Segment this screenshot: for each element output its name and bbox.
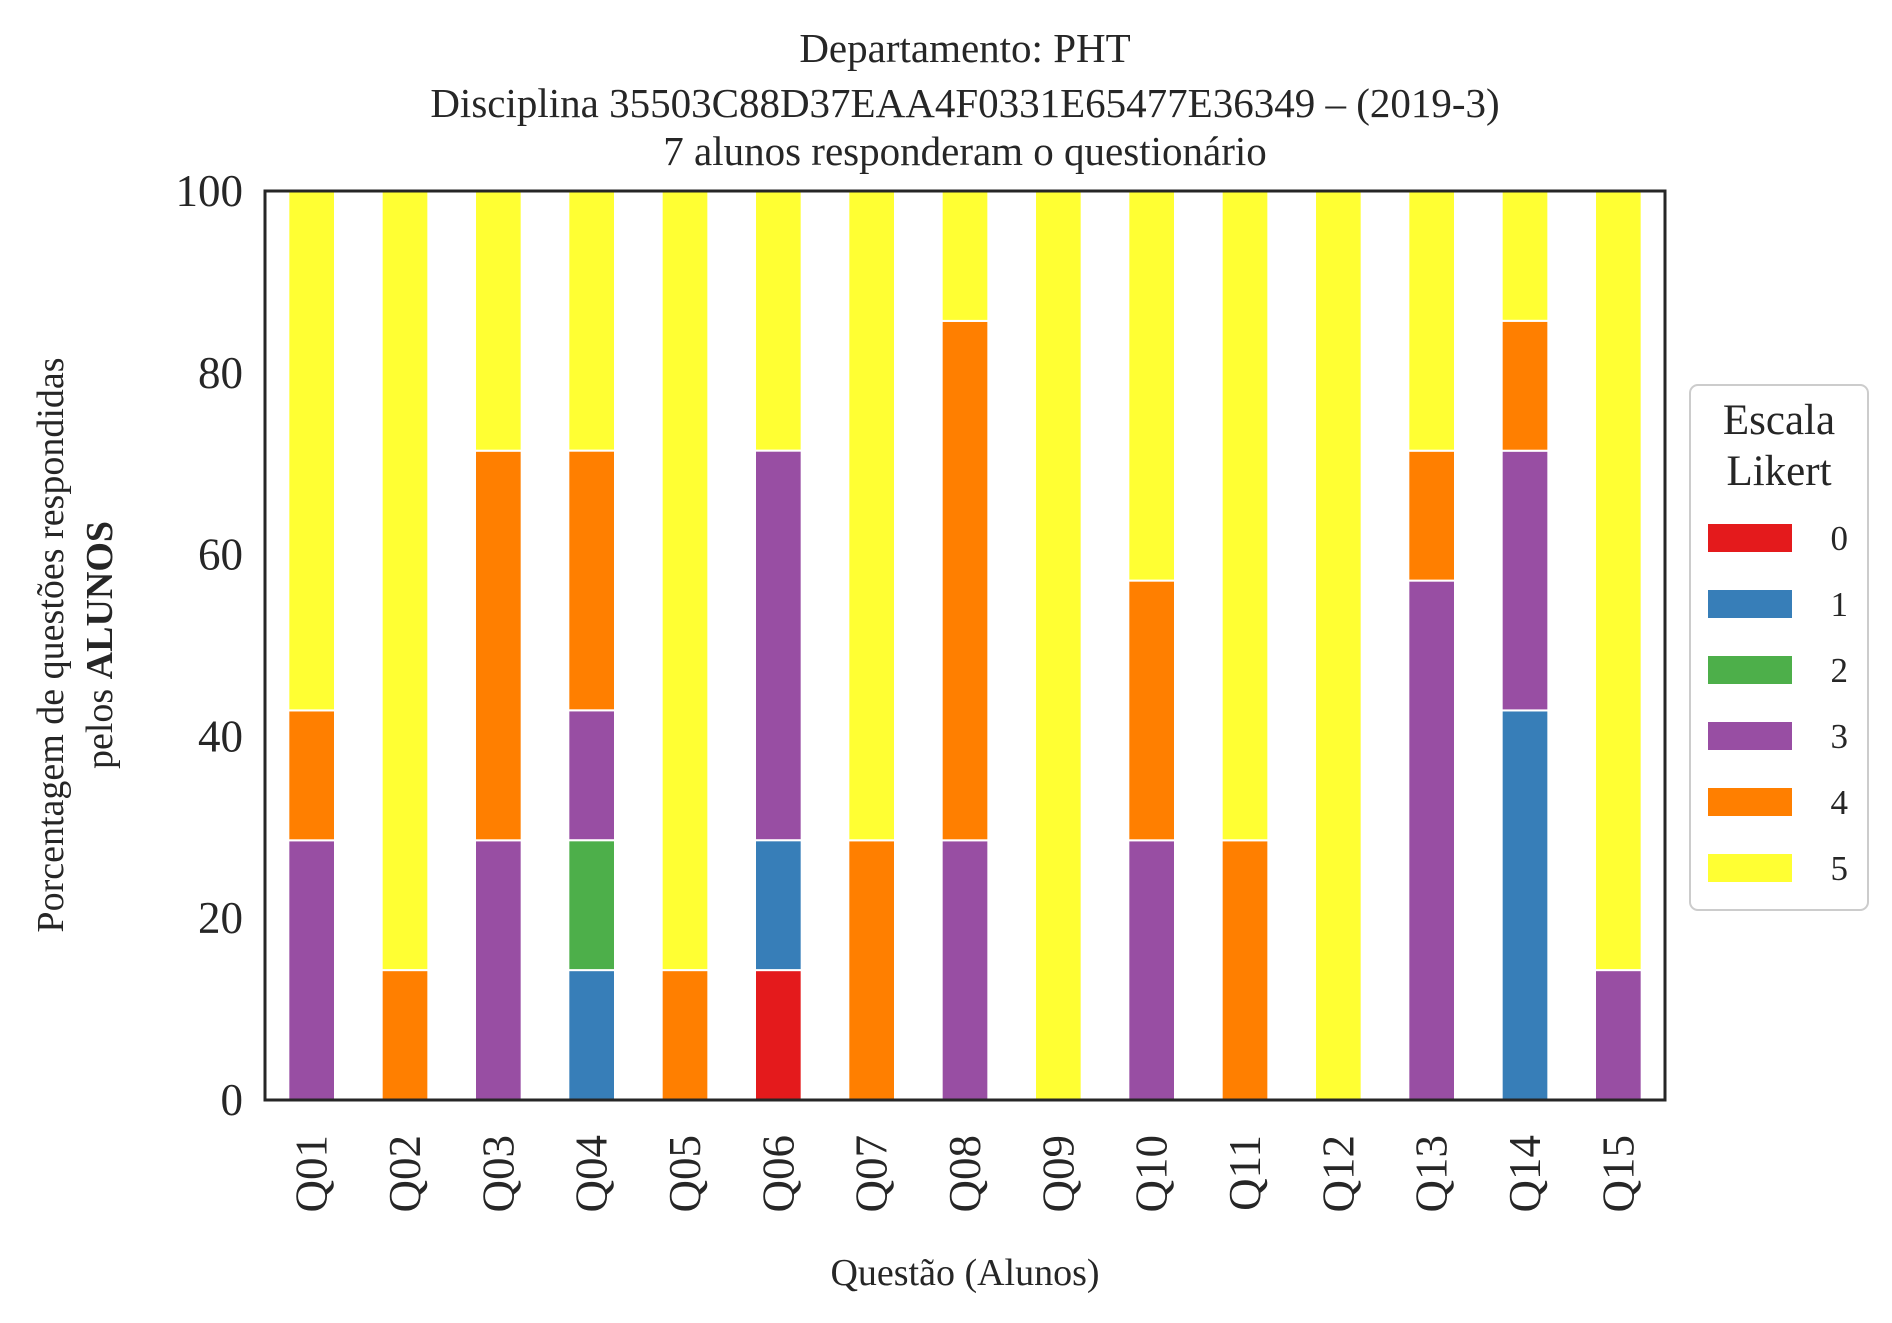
bar-q05-level-5 [660, 190, 710, 972]
chart-title-line-2: Disciplina 35503C88D37EAA4F0331E65477E36… [430, 80, 1499, 126]
bar-q04-level-1 [567, 969, 617, 1101]
chart-title-line-1: Departamento: PHT [799, 25, 1130, 71]
x-tick-label-q03: Q03 [473, 1135, 523, 1213]
bar-q01-level-4 [287, 709, 336, 842]
bar-q06-level-3 [754, 449, 803, 842]
legend-title-line-2: Likert [1726, 448, 1831, 495]
chart-title-line-3: 7 alunos responderam o questionário [663, 128, 1266, 174]
bar-q06-level-0 [754, 969, 803, 1101]
plot-frame [263, 189, 1667, 1102]
legend-swatch-2 [1708, 656, 1792, 684]
chart-title: Departamento: PHT Disciplina 35503C88D37… [430, 25, 1499, 174]
y-axis-label: Porcentagem de questões respondidas pelo… [30, 357, 121, 932]
bar-q15-level-5 [1594, 190, 1643, 972]
x-tick-label-q13: Q13 [1407, 1135, 1457, 1213]
legend-swatch-5 [1708, 854, 1792, 882]
bar-q03-level-4 [474, 449, 523, 842]
legend-label-4: 4 [1831, 783, 1849, 822]
bar-q06-level-5 [754, 189, 803, 452]
x-tick-label-q10: Q10 [1127, 1135, 1177, 1213]
bar-q07-level-5 [847, 190, 897, 842]
x-tick-label-q08: Q08 [940, 1135, 990, 1213]
bar-q10-level-5 [1127, 190, 1176, 582]
bar-q11-level-4 [1220, 839, 1270, 1101]
legend-label-3: 3 [1831, 717, 1849, 756]
bar-q01-level-3 [287, 839, 336, 1101]
bar-q08-level-3 [940, 839, 990, 1101]
y-tick-label-0: 0 [221, 1075, 244, 1125]
bar-q04-level-2 [567, 839, 617, 972]
y-tick-label-20: 20 [198, 893, 243, 943]
bar-q14-level-5 [1500, 189, 1550, 322]
bar-q10-level-3 [1127, 839, 1176, 1101]
legend-title-line-1: Escala [1723, 397, 1835, 444]
x-axis-ticks: Q01 Q02 Q03 Q04 Q05 Q06 Q07 Q08 Q09 Q10 Q11 Q12 Q13 Q… [287, 1135, 1644, 1213]
bar-q14-level-3 [1500, 449, 1550, 712]
legend-swatch-4 [1708, 788, 1792, 816]
y-axis-label-prefix: pelos [79, 679, 121, 769]
bar-q03-level-5 [474, 190, 523, 452]
legend-label-5: 5 [1831, 849, 1849, 888]
x-tick-label-q09: Q09 [1033, 1135, 1083, 1213]
legend-label-2: 2 [1831, 651, 1849, 690]
legend-items: 0 1 2 3 4 5 [1708, 519, 1848, 888]
x-tick-label-q07: Q07 [847, 1135, 897, 1213]
bar-q02-level-5 [380, 190, 430, 972]
x-axis-label: Questão (Alunos) [830, 1252, 1099, 1294]
x-tick-label-q15: Q15 [1593, 1135, 1643, 1213]
x-tick-label-q06: Q06 [753, 1135, 803, 1213]
legend-swatch-1 [1708, 590, 1792, 618]
bar-q13-level-4 [1407, 449, 1456, 582]
y-tick-label-60: 60 [198, 530, 243, 580]
bar-q03-level-3 [474, 839, 523, 1101]
y-axis-label-line-1: Porcentagem de questões respondidas [30, 357, 72, 932]
legend-frame [1689, 384, 1869, 911]
bar-q07-level-4 [847, 839, 897, 1101]
x-tick-label-q11: Q11 [1220, 1135, 1270, 1211]
legend: Escala Likert 0 1 2 3 4 5 [1689, 384, 1869, 911]
bar-q13-level-3 [1407, 579, 1456, 1101]
legend-label-1: 1 [1831, 585, 1849, 624]
bar-q08-level-4 [940, 319, 990, 842]
bar-q12-level-5 [1314, 190, 1363, 1101]
legend-swatch-3 [1708, 722, 1792, 750]
y-tick-label-40: 40 [198, 711, 243, 761]
bar-q14-level-4 [1500, 319, 1550, 452]
x-tick-label-q01: Q01 [287, 1135, 337, 1213]
bar-q14-level-1 [1500, 709, 1550, 1102]
bar-q09-level-5 [1034, 190, 1083, 1101]
y-tick-label-100: 100 [176, 166, 244, 216]
y-tick-label-80: 80 [198, 348, 243, 398]
legend-swatch-0 [1708, 524, 1792, 552]
x-tick-label-q02: Q02 [380, 1135, 430, 1213]
bar-q08-level-5 [940, 190, 990, 322]
bar-q05-level-4 [660, 969, 710, 1101]
legend-label-0: 0 [1831, 519, 1849, 558]
bars-layer [287, 189, 1643, 1102]
x-tick-label-q14: Q14 [1500, 1135, 1550, 1213]
x-tick-label-q05: Q05 [660, 1135, 710, 1213]
y-axis-label-line-2: pelos ALUNOS [79, 521, 121, 769]
bar-q04-level-5 [567, 189, 617, 452]
bar-q04-level-3 [567, 709, 617, 842]
bar-q01-level-5 [287, 190, 336, 712]
bar-q02-level-4 [380, 969, 430, 1101]
y-axis-label-bold: ALUNOS [79, 521, 121, 679]
bar-q10-level-4 [1127, 579, 1176, 842]
bar-q13-level-5 [1407, 190, 1456, 452]
y-axis-ticks: 0 20 40 60 80 100 [176, 166, 244, 1125]
x-tick-label-q12: Q12 [1313, 1135, 1363, 1213]
bar-q11-level-5 [1220, 190, 1270, 842]
bar-q04-level-4 [567, 449, 617, 712]
bar-q06-level-1 [754, 839, 803, 972]
x-tick-label-q04: Q04 [567, 1135, 617, 1213]
bar-q15-level-3 [1594, 969, 1643, 1101]
